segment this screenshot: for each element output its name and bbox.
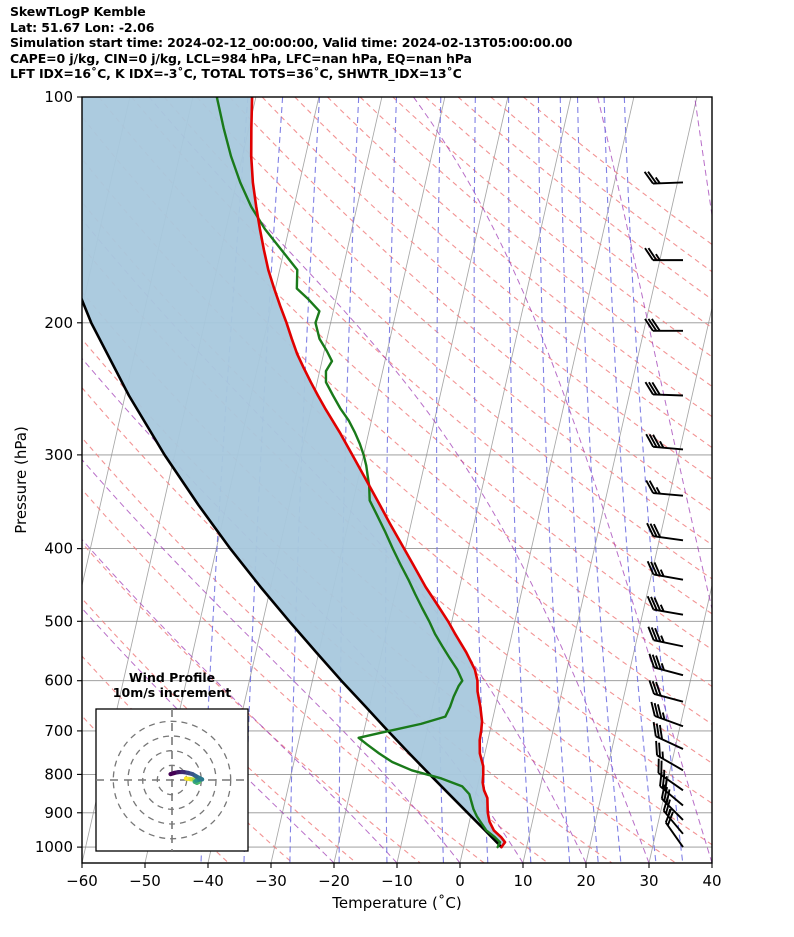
hodograph: [96, 709, 248, 851]
x-tick-label: −30: [255, 872, 287, 890]
x-tick-label: −50: [129, 872, 161, 890]
saturation-shading: [82, 97, 506, 848]
y-tick-label: 800: [44, 765, 73, 783]
wind-barb: [652, 721, 684, 750]
wind-barb: [644, 381, 684, 397]
wind-barb: [646, 522, 684, 542]
wind-barb: [655, 740, 684, 772]
header-title: SkewTLogP Kemble: [10, 4, 146, 19]
y-tick-label: 600: [44, 672, 73, 690]
dewpoint-curve: [215, 97, 502, 849]
inset-title-line1: Wind Profile: [129, 670, 215, 685]
wind-barb: [650, 701, 684, 728]
inset-title-line2: 10m/s increment: [113, 685, 231, 700]
figure-header: SkewTLogP Kemble Lat: 51.67 Lon: -2.06 S…: [10, 4, 780, 82]
y-axis-title: Pressure (hPa): [12, 426, 30, 534]
x-tick-label: −10: [381, 872, 413, 890]
y-tick-label: 100: [44, 88, 73, 106]
y-tick-label: 1000: [35, 838, 73, 856]
wind-barb: [644, 247, 683, 262]
wind-barb: [660, 784, 684, 821]
x-tick-label: −40: [192, 872, 224, 890]
wind-barbs: [643, 171, 684, 848]
wind-barb: [648, 679, 684, 703]
x-tick-label: −60: [66, 872, 98, 890]
temperature-curve: [249, 97, 507, 849]
wind-barb: [644, 318, 683, 332]
x-tick-label: 40: [702, 872, 721, 890]
wind-profile-inset: Wind Profile 10m/s increment: [95, 670, 249, 852]
wind-barb: [645, 433, 684, 451]
header-times: Simulation start time: 2024-02-12_00:00:…: [10, 35, 573, 51]
y-tick-label: 900: [44, 804, 73, 822]
sounding-curves: [82, 97, 507, 849]
y-tick-label: 500: [44, 612, 73, 630]
wind-barb: [643, 171, 684, 185]
y-tick-label: 200: [44, 314, 73, 332]
wind-barb: [647, 626, 684, 648]
header-indices-line: LFT IDX=16˚C, K IDX=-3˚C, TOTAL TOTS=36˚…: [10, 66, 462, 82]
parcel-curve: [82, 296, 503, 849]
x-axis-title: Temperature (˚C): [331, 894, 461, 912]
y-tick-label: 400: [44, 540, 73, 558]
wind-barb: [646, 595, 684, 616]
x-tick-label: 30: [639, 872, 658, 890]
y-tick-label: 300: [44, 446, 73, 464]
x-tick-label: −20: [318, 872, 350, 890]
x-axis: −60 −50 −40 −30 −20 −10 0 10 20 30 40: [66, 863, 722, 890]
y-axis: 100 200 300 400 500 600 700 800 900 1000: [35, 88, 82, 856]
wind-barb: [645, 479, 684, 497]
header-cape-line: CAPE=0 j/kg, CIN=0 j/kg, LCL=984 hPa, LF…: [10, 50, 472, 66]
header-location: Lat: 51.67 Lon: -2.06: [10, 19, 155, 35]
wind-barb: [657, 758, 684, 792]
x-tick-label: 10: [513, 872, 532, 890]
x-tick-label: 0: [455, 872, 465, 890]
y-tick-label: 700: [44, 722, 73, 740]
wind-barb: [646, 560, 684, 581]
x-tick-label: 20: [576, 872, 595, 890]
wind-barb: [648, 653, 684, 677]
